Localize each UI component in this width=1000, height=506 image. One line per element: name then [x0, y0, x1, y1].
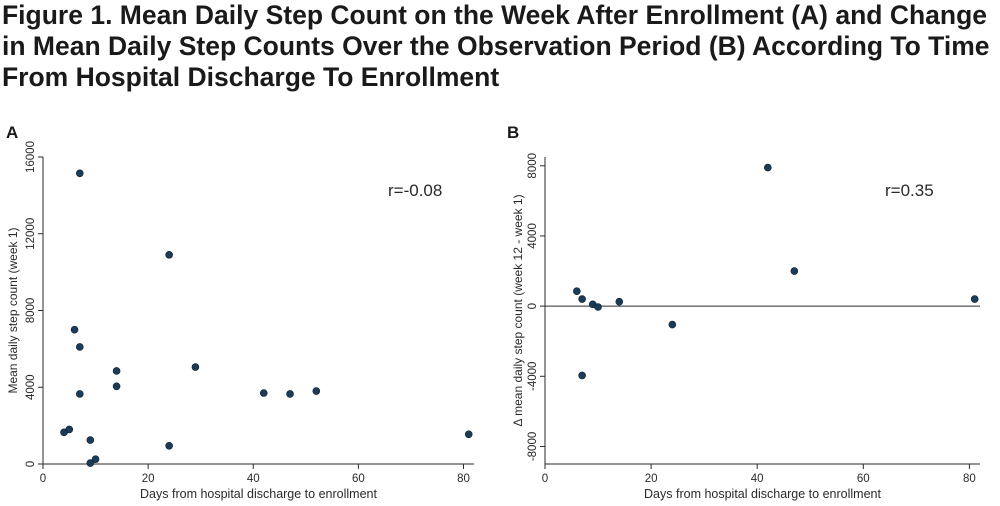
scatter-point — [615, 297, 624, 306]
scatter-point — [312, 387, 321, 395]
scatter-point — [112, 382, 121, 391]
correlation-annotation: r=0.35 — [885, 181, 934, 200]
y-tick-label: 4000 — [527, 223, 539, 249]
scatter-point — [286, 390, 294, 398]
y-axis-title: Mean daily step count (week 1) — [6, 227, 20, 393]
scatter-point — [91, 455, 100, 464]
y-tick-label: -4000 — [527, 362, 539, 391]
x-tick-label: 40 — [247, 473, 260, 485]
scatter-point — [65, 425, 74, 434]
scatter-point — [165, 251, 173, 259]
y-tick-label: 12000 — [25, 218, 37, 250]
scatter-point — [75, 343, 84, 351]
x-axis-title: Days from hospital discharge to enrollme… — [644, 487, 881, 501]
scatter-point — [165, 441, 173, 450]
y-tick-label: -8000 — [527, 432, 539, 461]
scatter-point — [86, 459, 95, 467]
x-tick-label: 60 — [352, 473, 365, 485]
y-tick-label: 0 — [25, 461, 37, 467]
y-tick-label: 16000 — [25, 141, 37, 173]
scatter-point — [573, 287, 581, 296]
chart-panel-a: 0 20 40 60 80 0 4000 8000 12000 16000 Days from ho… — [6, 141, 474, 501]
x-tick-label: 0 — [40, 473, 46, 485]
x-tick-label: 20 — [142, 473, 155, 485]
panel-a-letter: A — [6, 123, 19, 142]
scatter-point — [970, 295, 979, 303]
scatter-point — [790, 267, 799, 275]
scatter-point — [86, 436, 95, 444]
x-tick-label: 60 — [857, 473, 870, 485]
scatter-point — [764, 163, 772, 172]
x-tick-label: 0 — [542, 473, 548, 485]
y-tick-label: 8000 — [527, 153, 539, 179]
scatter-point — [191, 363, 200, 371]
scatter-point — [70, 325, 79, 334]
scatter-point — [578, 295, 586, 303]
x-tick-label: 80 — [963, 473, 976, 485]
y-tick-label: 4000 — [25, 374, 37, 400]
scatter-point — [75, 169, 84, 178]
scatter-point — [112, 367, 121, 375]
scatter-point — [578, 371, 586, 380]
x-tick-label: 40 — [751, 473, 764, 485]
x-tick-label: 80 — [457, 473, 470, 485]
y-tick-label: 8000 — [25, 298, 37, 324]
scatter-point — [464, 430, 473, 439]
panel-b-letter: B — [507, 123, 520, 142]
scatter-point — [594, 303, 602, 311]
scatter-point — [668, 320, 677, 329]
y-axis-title: Δ mean daily step count (week 12 - week … — [511, 194, 525, 426]
chart-panel-b: 0 20 40 60 80 -8000 -4000 0 4000 8000 Days from ho… — [511, 153, 980, 501]
x-axis-title: Days from hospital discharge to enrollme… — [140, 487, 377, 501]
correlation-annotation: r=-0.08 — [388, 181, 442, 200]
y-tick-label: 0 — [527, 303, 539, 309]
x-tick-label: 20 — [645, 473, 658, 485]
figure-title: Figure 1. Mean Daily Step Count on the W… — [2, 0, 990, 92]
scatter-point — [259, 389, 268, 397]
scatter-point — [75, 390, 84, 398]
